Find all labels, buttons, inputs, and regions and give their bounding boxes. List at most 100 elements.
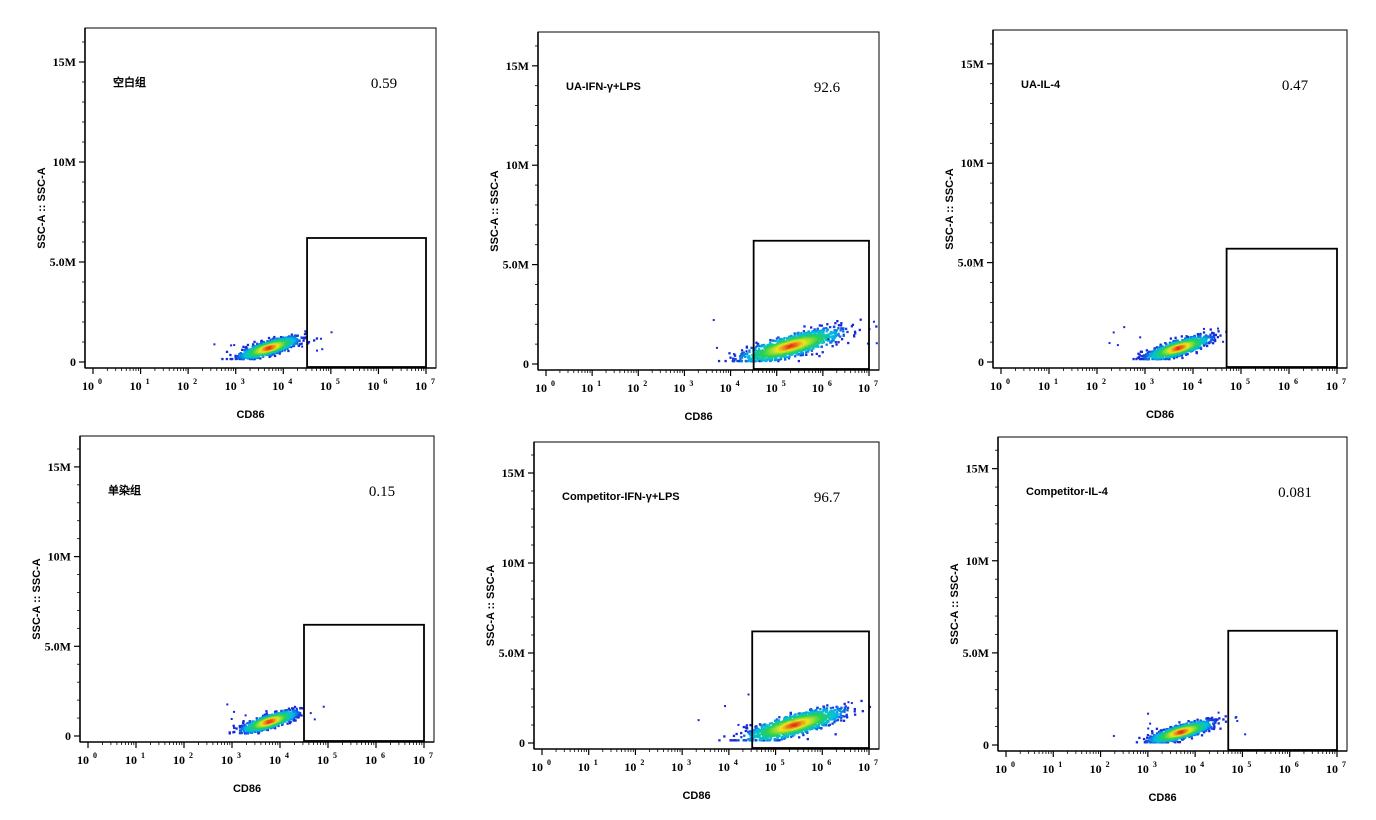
- event-dot: [715, 346, 718, 349]
- event-dot: [822, 332, 825, 335]
- event-dot: [822, 328, 825, 331]
- event-dot: [740, 349, 744, 352]
- event-dot: [1151, 357, 1154, 361]
- event-dot: [293, 335, 296, 338]
- event-dot: [1160, 346, 1163, 349]
- event-dot: [827, 338, 830, 341]
- x-tick-exponent: 3: [689, 379, 693, 388]
- cd86-positive-gate: [306, 237, 427, 368]
- event-dot: [820, 345, 823, 348]
- event-dot: [1205, 344, 1209, 348]
- event-dot: [304, 330, 307, 333]
- event-dot: [825, 343, 828, 346]
- event-dot: [249, 351, 252, 354]
- event-dot: [764, 348, 767, 352]
- y-tick-label: 10M: [961, 156, 984, 170]
- event-dot: [1164, 342, 1167, 345]
- event-dot: [747, 356, 751, 359]
- event-dot: [803, 325, 806, 328]
- event-dot: [1169, 337, 1173, 340]
- event-dot: [295, 709, 298, 712]
- event-dot: [828, 332, 832, 336]
- event-dot: [748, 355, 751, 358]
- event-dot: [252, 343, 255, 346]
- event-dot: [755, 341, 758, 344]
- event-dot: [801, 353, 805, 356]
- event-dot: [773, 357, 776, 360]
- event-dot: [766, 358, 770, 361]
- event-dot: [836, 320, 839, 323]
- x-tick-label: 10: [365, 753, 377, 767]
- x-axis-label: CD86: [236, 409, 264, 421]
- event-dot: [748, 350, 751, 354]
- y-tick-label: 5.0M: [45, 639, 71, 653]
- x-tick-label: 10: [1278, 379, 1290, 393]
- event-dot: [765, 357, 768, 361]
- y-tick-label: 5.0M: [50, 255, 76, 269]
- event-dot: [295, 714, 298, 717]
- x-tick-label: 10: [82, 379, 94, 393]
- event-dot: [758, 344, 761, 348]
- event-dot: [756, 342, 760, 346]
- event-dot: [740, 353, 743, 356]
- event-dot: [273, 710, 277, 714]
- y-tick-label: 10M: [48, 550, 71, 564]
- event-dot: [242, 357, 245, 361]
- event-dot: [301, 707, 304, 710]
- event-dot: [875, 325, 878, 328]
- event-dot: [782, 355, 785, 358]
- event-dot: [822, 330, 825, 334]
- event-dot: [1212, 332, 1215, 335]
- event-dot: [1141, 357, 1144, 361]
- event-dot: [1202, 327, 1205, 330]
- event-dot: [756, 344, 759, 347]
- event-dot: [225, 357, 229, 361]
- x-tick-exponent: 3: [1150, 377, 1154, 386]
- event-dot: [265, 710, 268, 713]
- event-dot: [853, 334, 856, 337]
- event-dot: [330, 331, 333, 334]
- event-dot: [285, 338, 288, 341]
- y-axis-label: SSC-A :: SSC-A: [489, 170, 501, 252]
- event-dot: [796, 349, 799, 352]
- x-tick-exponent: 1: [1054, 377, 1058, 386]
- event-dot: [839, 324, 843, 327]
- event-dot: [778, 339, 781, 343]
- x-tick-exponent: 7: [429, 751, 433, 760]
- event-dot: [1186, 350, 1190, 353]
- x-tick-label: 10: [1230, 379, 1242, 393]
- x-tick-label: 10: [173, 753, 185, 767]
- event-dot: [230, 344, 233, 347]
- event-dot: [820, 336, 824, 340]
- event-dot: [728, 352, 731, 355]
- event-dot: [234, 354, 237, 357]
- event-dot: [754, 348, 757, 351]
- event-dot: [1211, 335, 1214, 339]
- event-dot: [1214, 339, 1217, 343]
- event-dot: [1139, 357, 1142, 361]
- event-dot: [295, 334, 299, 338]
- x-tick-exponent: 4: [288, 377, 292, 386]
- event-dot: [241, 348, 244, 351]
- event-dot: [788, 335, 791, 338]
- x-tick-exponent: 7: [874, 379, 878, 388]
- x-tick-exponent: 5: [333, 751, 337, 760]
- event-dot: [833, 336, 836, 339]
- event-dot: [733, 354, 737, 357]
- event-dot: [213, 343, 216, 346]
- event-dot: [834, 322, 837, 325]
- event-dot: [301, 345, 304, 348]
- event-dot: [286, 722, 289, 725]
- x-tick-exponent: 6: [1294, 377, 1298, 386]
- event-dot: [763, 345, 766, 348]
- event-dot: [768, 343, 771, 346]
- event-dot: [807, 344, 810, 347]
- x-tick-exponent: 6: [828, 379, 832, 388]
- event-dot: [759, 355, 763, 358]
- x-tick-exponent: 6: [383, 377, 387, 386]
- event-dot: [748, 357, 752, 360]
- event-dot: [779, 357, 783, 361]
- event-dot: [261, 342, 264, 345]
- x-tick-exponent: 0: [98, 377, 102, 386]
- event-dot: [221, 357, 224, 361]
